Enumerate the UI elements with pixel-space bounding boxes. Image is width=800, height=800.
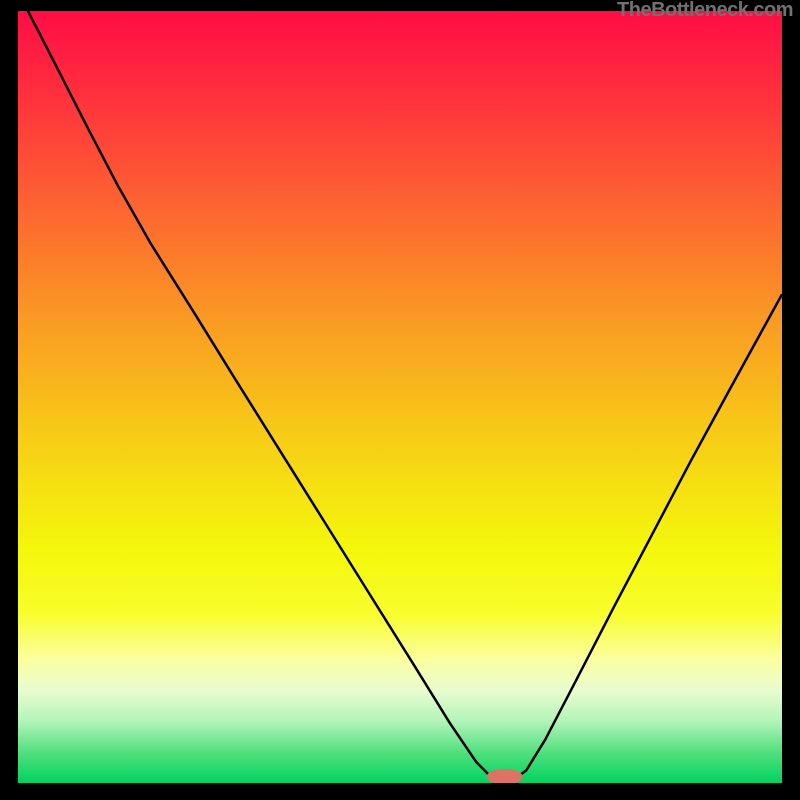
operating-point-marker	[487, 769, 522, 783]
watermark-text: TheBottleneck.com	[617, 0, 793, 22]
gradient-background	[18, 11, 782, 783]
plot-area	[18, 11, 782, 783]
chart-container: TheBottleneck.com	[0, 0, 800, 800]
